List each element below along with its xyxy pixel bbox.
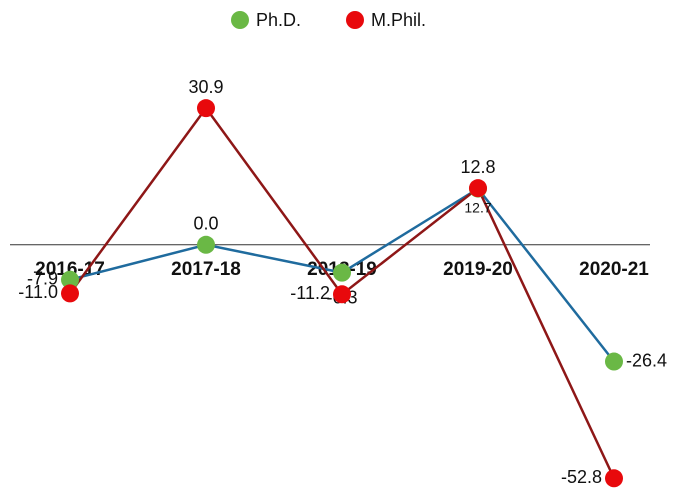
legend-marker — [231, 11, 249, 29]
x-tick-label: 2017-18 — [171, 259, 241, 280]
point — [61, 284, 79, 303]
data-label: 0.0 — [193, 214, 218, 234]
point — [333, 263, 351, 282]
point — [605, 352, 623, 371]
data-label: -26.4 — [626, 350, 667, 370]
data-label: -11.0 — [18, 282, 58, 302]
data-label: 12.7 — [464, 199, 491, 215]
data-label: -11.2 — [290, 283, 330, 303]
point — [197, 235, 215, 254]
point — [605, 469, 623, 488]
data-label: -7.9 — [27, 268, 58, 288]
x-tick-label: 2020-21 — [579, 259, 649, 280]
point — [61, 270, 79, 289]
data-label: -52.8 — [561, 467, 602, 487]
legend-label: M.Phil. — [371, 10, 426, 30]
legend-label: Ph.D. — [256, 10, 301, 30]
data-label: 30.9 — [188, 77, 223, 97]
x-tick-label: 2019-20 — [443, 259, 513, 280]
point — [469, 179, 487, 198]
data-label: 12.8 — [460, 157, 495, 177]
legend-marker — [346, 11, 364, 29]
point — [333, 285, 351, 304]
point — [197, 99, 215, 118]
